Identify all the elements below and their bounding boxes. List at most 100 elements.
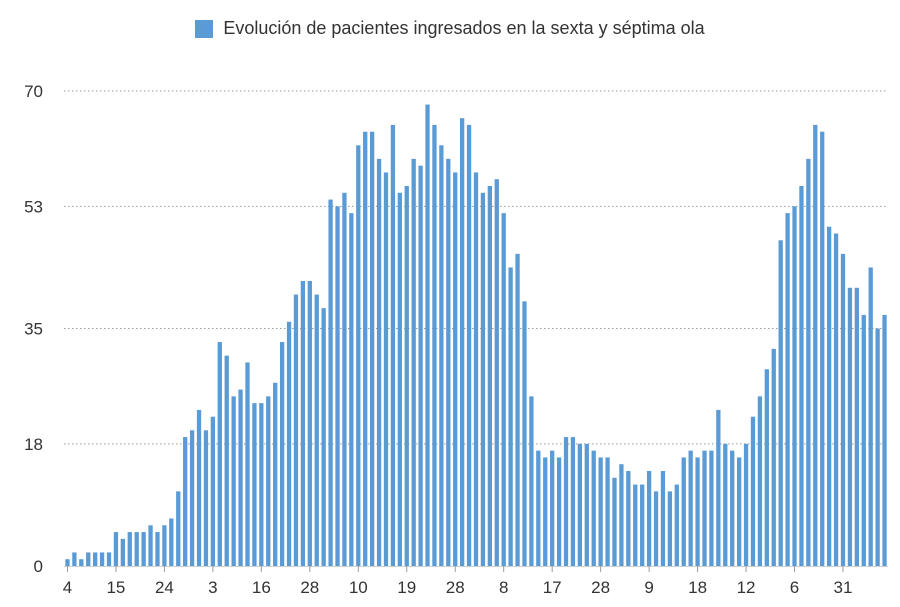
bar bbox=[778, 240, 783, 567]
bar bbox=[411, 158, 416, 567]
bar bbox=[134, 532, 139, 566]
y-tick-label: 53 bbox=[24, 197, 43, 216]
x-tick-label: 3 bbox=[208, 578, 217, 597]
bar bbox=[681, 457, 686, 566]
x-tick-label: 6 bbox=[790, 578, 799, 597]
bar bbox=[252, 403, 257, 566]
bar bbox=[65, 559, 70, 566]
x-tick-label: 24 bbox=[155, 578, 174, 597]
bar bbox=[674, 484, 679, 566]
bar bbox=[827, 226, 832, 566]
bar bbox=[536, 450, 541, 566]
bar bbox=[653, 491, 659, 566]
bar bbox=[418, 165, 423, 566]
bar bbox=[79, 559, 84, 566]
bar bbox=[882, 314, 887, 566]
bar bbox=[550, 450, 555, 566]
x-tick-label: 16 bbox=[252, 578, 271, 597]
bar bbox=[640, 484, 645, 566]
bar bbox=[196, 409, 202, 566]
bar bbox=[106, 552, 112, 566]
bar bbox=[799, 186, 804, 566]
bars bbox=[65, 104, 887, 567]
bar bbox=[695, 457, 700, 566]
bar bbox=[605, 457, 610, 566]
bar bbox=[376, 158, 382, 567]
x-tick-label: 19 bbox=[397, 578, 416, 597]
bar bbox=[861, 314, 866, 566]
y-axis: 0 18 35 53 70 bbox=[24, 82, 43, 576]
x-tick-label: 17 bbox=[543, 578, 562, 597]
bar bbox=[806, 158, 811, 567]
bar bbox=[785, 213, 790, 566]
bar bbox=[508, 267, 513, 566]
bar bbox=[279, 342, 285, 566]
bar bbox=[439, 145, 444, 567]
bar bbox=[743, 443, 749, 566]
bar bbox=[792, 206, 797, 567]
x-tick-label: 12 bbox=[737, 578, 756, 597]
bar bbox=[813, 124, 818, 567]
bar bbox=[515, 253, 520, 567]
bar bbox=[577, 443, 583, 566]
bar bbox=[432, 124, 437, 567]
bar bbox=[425, 104, 430, 566]
bar bbox=[494, 179, 499, 566]
y-tick-label: 18 bbox=[24, 435, 43, 454]
bar bbox=[688, 450, 693, 566]
x-tick-label: 28 bbox=[446, 578, 465, 597]
legend-swatch bbox=[195, 19, 214, 38]
bar bbox=[314, 294, 319, 566]
bar bbox=[612, 477, 617, 566]
bar bbox=[328, 199, 333, 566]
bar bbox=[286, 321, 292, 566]
bar bbox=[716, 409, 721, 566]
bar bbox=[847, 287, 853, 566]
bar bbox=[591, 450, 596, 566]
bar bbox=[466, 124, 472, 567]
bar bbox=[584, 443, 589, 566]
bar bbox=[390, 124, 396, 567]
x-tick-label: 18 bbox=[688, 578, 707, 597]
bar bbox=[231, 396, 236, 566]
bar bbox=[245, 362, 250, 566]
x-tick-label: 10 bbox=[349, 578, 368, 597]
bar bbox=[189, 430, 195, 566]
bar bbox=[369, 131, 375, 566]
bar bbox=[300, 281, 306, 566]
bar bbox=[397, 192, 402, 567]
bar bbox=[543, 457, 548, 566]
bar bbox=[626, 471, 631, 566]
legend-label: Evolución de pacientes ingresados en la … bbox=[223, 18, 705, 38]
bar bbox=[99, 552, 105, 566]
bar bbox=[446, 158, 451, 567]
bar bbox=[487, 186, 492, 566]
bar bbox=[501, 213, 506, 566]
bar bbox=[210, 416, 216, 566]
bar bbox=[480, 192, 486, 567]
bar bbox=[342, 192, 347, 567]
bar bbox=[404, 186, 409, 566]
x-tick-label: 4 bbox=[63, 578, 72, 597]
bar bbox=[238, 389, 243, 566]
bar bbox=[86, 552, 91, 566]
y-tick-label: 70 bbox=[24, 82, 43, 101]
bar bbox=[120, 538, 125, 566]
bar bbox=[453, 172, 458, 566]
bar bbox=[667, 491, 673, 566]
bar bbox=[293, 294, 299, 566]
x-tick-label: 8 bbox=[499, 578, 508, 597]
bar bbox=[176, 491, 181, 566]
bar bbox=[529, 396, 534, 566]
bar bbox=[660, 471, 666, 566]
bar bbox=[203, 430, 209, 566]
bar bbox=[750, 416, 756, 566]
bar bbox=[148, 525, 153, 566]
bar bbox=[854, 287, 859, 566]
bar bbox=[224, 355, 229, 566]
bar bbox=[556, 457, 562, 566]
bar bbox=[868, 267, 873, 566]
bar bbox=[162, 525, 167, 566]
bar bbox=[273, 382, 278, 566]
bar bbox=[307, 281, 312, 566]
